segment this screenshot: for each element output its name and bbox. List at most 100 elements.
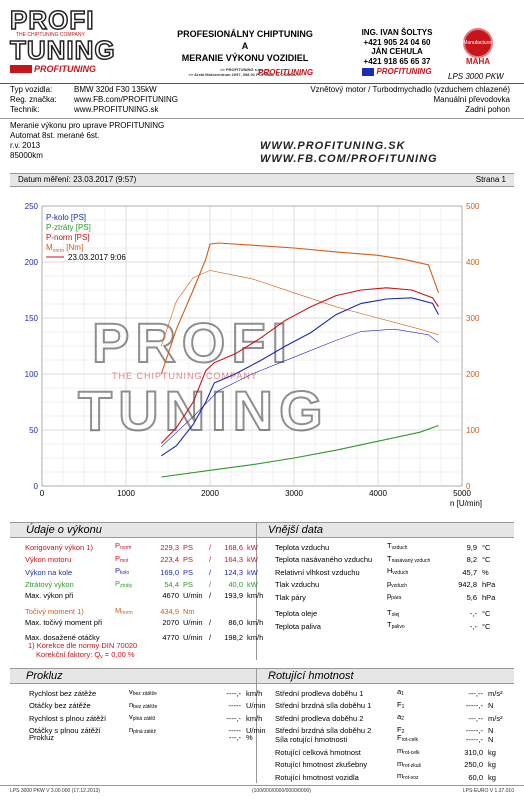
watermark-top: PROFI — [92, 311, 293, 374]
data-row: Teplota oleje Tolej -,- °C — [275, 607, 491, 619]
row-label: Teplota nasávaného vzduchu — [275, 555, 373, 564]
date-bar: Datum měření: 23.03.2017 (9:57) Strana 1 — [10, 173, 514, 187]
vehicle-row: Reg. značka: www.FB.com/PROFITUNING Manu… — [10, 95, 510, 104]
chart-grid — [41, 205, 463, 487]
prokluz-title: Prokluz — [26, 670, 63, 682]
contact-phone-1: +421 905 24 04 60 — [363, 37, 431, 47]
series-line — [160, 242, 440, 375]
watermark-tag: THE CHIPTUNING COMPANY — [112, 371, 258, 381]
row-label: Tlak páry — [275, 592, 306, 602]
perf-title-bar: Údaje o výkonu Vnější data — [10, 522, 514, 538]
perf-value: 169,0 — [160, 567, 179, 577]
data-row: Teplota paliva Tpalivo -,- °C — [275, 620, 491, 631]
rot-table-3: Rotující celková hmotnost mrot-celk 310,0 k… — [274, 746, 506, 784]
row-label: Teplota paliva — [275, 621, 321, 631]
x-tick-label: 1000 — [117, 489, 135, 498]
footer-version: LPS 3000 PKW V 3.00.000 (17.12.2013) — [10, 788, 101, 794]
row-value: 60,0 — [468, 772, 483, 782]
chart-axes: 0 1000 2000 3000 4000 50000501001502002500100… — [25, 202, 482, 508]
logo-flag-icon — [10, 65, 32, 73]
data-row: Teplota nasávaného vzduchu Tnasávaný vzdu… — [275, 553, 491, 565]
data-row: Relativní vlhkost vzduchu Hvzduch 45,7% — [275, 566, 489, 577]
data-row: Otáčky bez zátěže nbez zátěže ----- U/min — [29, 699, 266, 711]
series-line — [160, 287, 439, 444]
center-brand: PROFITUNING — [258, 68, 314, 77]
series-line-thin — [161, 328, 439, 448]
y-left-tick-label: 0 — [34, 482, 39, 491]
row-value: ----,- — [226, 688, 241, 698]
perf-value-2: 198,2 — [224, 632, 243, 642]
data-row: Teplota vzduchu Tvzduch 9,9 °C — [275, 541, 491, 552]
row-value: 250,0 — [464, 760, 483, 769]
row-label: Teplota oleje — [275, 609, 318, 618]
x-axis-unit: n [U/min] — [450, 499, 482, 508]
data-row: Střední brzdná síla doběhu 1 F1 -----,- N — [275, 699, 494, 711]
perf-value: 2070 — [162, 618, 179, 627]
contact-block: ING. IVAN ŠOLTYS +421 905 24 04 60 JÁN C… — [352, 28, 442, 77]
x-tick-label: 0 — [40, 489, 45, 498]
maha-brand: MAHA — [466, 57, 490, 66]
perf-row: Max. výkon při 4670 U/min/193,9 km/h — [25, 591, 264, 600]
perf-title: Údaje o výkonu — [26, 524, 102, 536]
data-row: Síla rotující hmotnosti Frot-celk -----,- N — [275, 733, 494, 744]
rot-title: Rotující hmotnost — [268, 670, 354, 682]
y-left-tick-label: 50 — [29, 426, 38, 435]
notes: Meranie výkonu pro uprave PROFITUNING Au… — [10, 121, 165, 160]
data-row: Tlak vzduchu pvzduch 942,8 hPa — [275, 578, 496, 590]
row-label: Rotující celková hmotnost — [275, 747, 361, 757]
logo-bottom-text: TUNING — [9, 35, 116, 65]
data-row: Rychlost s plnou zátěží vplná zátěž ----,-… — [29, 712, 263, 723]
series-line — [160, 297, 439, 457]
perf-value: 4670 — [162, 591, 179, 600]
data-row: Rotující hmotnost vozidla mrot-voz 60,0 kg — [275, 771, 496, 782]
perf-row: Výkon na kole Pkolo 169,0 PS/124,3 kW — [25, 566, 258, 577]
row-label: Teplota vzduchu — [275, 542, 330, 552]
profituning-logo: PROFI THE CHIPTUNING COMPANY TUNING PROF… — [9, 6, 150, 78]
data-row: Rotující hmotnost zkušebny mrot-zkuš 250,0… — [275, 758, 496, 770]
row-value: ----- — [228, 701, 242, 710]
row-label: Rotující hmotnost vozidla — [275, 772, 359, 782]
perf-row: Točivý moment 1) Mnorm 434,9 Nm — [25, 605, 195, 617]
y-right-tick-label: 300 — [466, 314, 480, 323]
perf-row: Max. dosažené otáčky 4770 U/min/198,2 km/h — [25, 632, 264, 642]
row-value: ----- — [228, 726, 242, 735]
perf-value: 223,4 — [160, 555, 179, 564]
contact-name-2: JÁN CEHULA — [371, 47, 423, 56]
row-value: 45,7 — [462, 567, 477, 577]
perf-value-2: 40,0 — [228, 580, 243, 589]
y-right-tick-label: 100 — [466, 426, 480, 435]
series-line-thin — [161, 270, 439, 347]
prokluz-title-bar: Prokluz Rotující hmotnost — [10, 668, 514, 684]
perf-label: Korigovaný výkon 1) — [25, 542, 93, 552]
perf-label: Výkon motoru — [25, 555, 72, 564]
row-value: 942,8 — [458, 580, 477, 589]
row-value: ---,-- — [468, 713, 483, 723]
title-line-2: A — [241, 41, 249, 51]
perf-table: Korigovaný výkon 1) Pnorm 229,3 PS/168,6 kW V… — [24, 541, 268, 642]
row-value: 9,9 — [466, 542, 477, 552]
perf-label: Ztrátový výkon — [25, 580, 74, 589]
title-line-3: MERANIE VÝKONU VOZIDIEL — [181, 53, 309, 63]
footer-codes: (100/000/0000/0000/0000) — [251, 788, 311, 794]
data-row: Střední prodleva doběhu 1 a1 ---,-- m/s² — [275, 687, 503, 698]
vehicle-row: Typ vozidla: BMW 320d F30 135kW Vznětový… — [10, 85, 510, 94]
row-label: Otáčky s plnou zátěží — [29, 726, 101, 735]
logo-tagline: THE CHIPTUNING COMPANY — [16, 32, 85, 38]
perf-value: 54,4 — [164, 580, 179, 589]
header-title: PROFESIONÁLNY CHIPTUNING A MERANIE VÝKON… — [150, 28, 340, 77]
contact-phone-2: +421 918 65 65 37 — [363, 56, 431, 66]
perf-value-2: 164,3 — [224, 555, 243, 564]
x-tick-label: 2000 — [201, 489, 219, 498]
legend-date: 23.03.2017 9:06 — [68, 253, 126, 262]
perf-row: Max. točivý moment při 2070 U/min/86,0 km/h — [25, 618, 264, 627]
y-right-tick-label: 400 — [466, 258, 480, 267]
perf-value-2: 168,6 — [224, 542, 243, 552]
perf-label: Max. dosažené otáčky — [25, 632, 100, 642]
page-number: Strana 1 — [475, 175, 506, 184]
perf-value-2: 124,3 — [224, 567, 243, 577]
x-tick-label: 3000 — [285, 489, 303, 498]
perf-footnote: 1) Korekce dle normy DIN 70020 Korekční … — [28, 641, 138, 660]
y-right-tick-label: 0 — [466, 482, 471, 491]
logo-brand: PROFITUNING — [34, 64, 96, 74]
perf-value: 4770 — [162, 632, 179, 642]
